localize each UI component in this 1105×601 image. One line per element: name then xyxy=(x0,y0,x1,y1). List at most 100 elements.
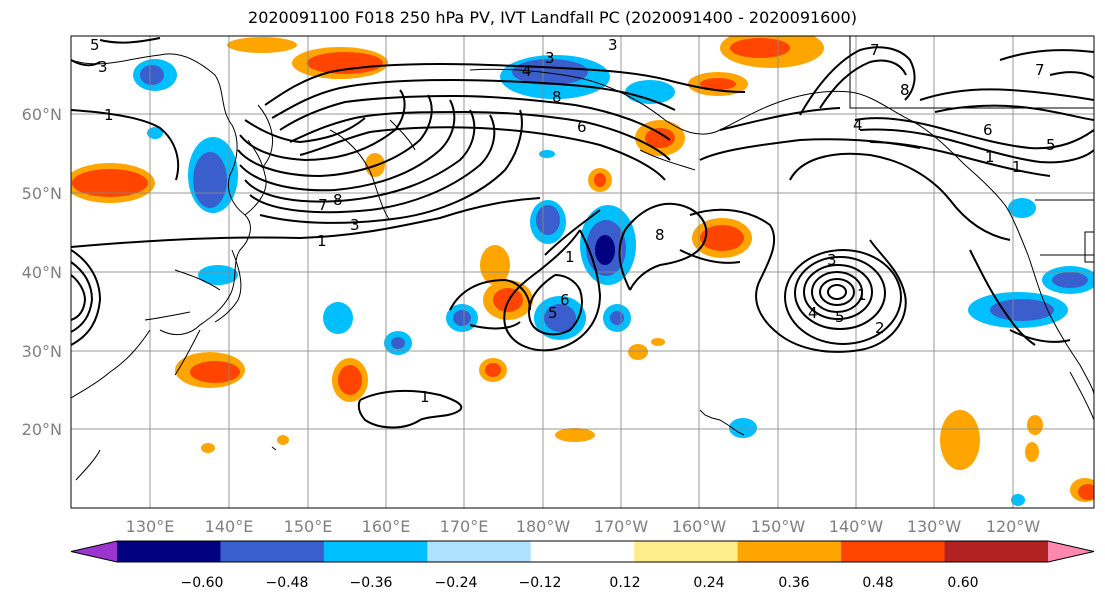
contour-label: 8 xyxy=(552,88,562,106)
contour-label: 3 xyxy=(827,251,837,269)
positive-anomaly-patch xyxy=(479,358,507,382)
contour-label: 1 xyxy=(317,232,327,250)
lat-tick-label: 60°N xyxy=(22,105,62,124)
contour-label: 7 xyxy=(1035,61,1045,79)
contour-label: 6 xyxy=(983,121,993,139)
contour-label: 8 xyxy=(333,191,343,209)
colorbar-segment xyxy=(323,541,428,562)
positive-anomaly-patch xyxy=(588,168,612,192)
colorbar-segment xyxy=(530,541,635,562)
graticule xyxy=(71,36,1094,508)
lat-tick-label: 50°N xyxy=(22,184,62,203)
colorbar-tick-label: −0.36 xyxy=(350,575,393,591)
colorbar-segment xyxy=(737,541,842,562)
latitude-ticks: 60°N 50°N 40°N 30°N 20°N xyxy=(22,105,62,439)
negative-anomaly-patch xyxy=(625,80,675,104)
contour-label: 3 xyxy=(350,216,360,234)
colorbar-tick-label: 0.48 xyxy=(862,575,893,591)
colorbar-tick-label: −0.48 xyxy=(266,575,309,591)
positive-anomaly-patch xyxy=(628,338,665,360)
colorbar xyxy=(70,540,1095,563)
contour-label: 3 xyxy=(98,58,108,76)
colorbar-extend-max xyxy=(1048,541,1094,562)
colorbar-tick-label: 0.60 xyxy=(947,575,978,591)
negative-anomaly-patch xyxy=(384,331,412,355)
colorbar-segment xyxy=(117,541,221,562)
colorbar-segment xyxy=(427,541,532,562)
positive-anomaly-patch xyxy=(720,36,824,68)
contour-label: 1 xyxy=(1012,158,1022,176)
colorbar-segment xyxy=(841,541,946,562)
pv-contours xyxy=(71,37,1094,429)
negative-anomaly-patch xyxy=(133,59,177,91)
colorbar-extend-min xyxy=(71,541,117,562)
contour-label: 7 xyxy=(870,41,880,59)
contour-label: 6 xyxy=(577,118,587,136)
lon-tick-label: 130°W xyxy=(907,517,962,536)
lon-tick-label: 150°E xyxy=(284,517,333,536)
colorbar-segment xyxy=(220,541,325,562)
negative-anomaly-patch xyxy=(530,200,566,244)
positive-anomaly-patch xyxy=(71,163,155,203)
colorbar-tick-label: 0.12 xyxy=(609,575,640,591)
negative-anomaly-patch xyxy=(968,292,1068,328)
contour-label: 6 xyxy=(560,291,570,309)
positive-anomaly-patch xyxy=(480,245,510,285)
contour-label: 4 xyxy=(853,116,863,134)
colorbar-tick-label: −0.60 xyxy=(181,575,224,591)
positive-anomaly-patch xyxy=(688,72,748,96)
lon-tick-label: 150°W xyxy=(751,517,806,536)
lat-tick-label: 30°N xyxy=(22,342,62,361)
positive-anomaly-patch xyxy=(1025,415,1043,462)
contour-label: 5 xyxy=(90,36,100,54)
colorbar-segment xyxy=(944,541,1049,562)
contour-label: 5 xyxy=(835,308,845,326)
contour-label: 4 xyxy=(808,304,818,322)
negative-anomaly-patch xyxy=(147,127,1025,506)
contour-label: 1 xyxy=(857,286,867,304)
map-frame xyxy=(70,35,1095,509)
negative-anomaly-patch xyxy=(323,302,353,334)
positive-anomaly-patch xyxy=(635,120,685,156)
contour-label: 1 xyxy=(420,388,430,406)
lat-tick-label: 40°N xyxy=(22,263,62,282)
lon-tick-label: 180°W xyxy=(516,517,571,536)
longitude-ticks: 130°E 140°E 150°E 160°E 170°E 180°W 170°… xyxy=(126,517,1041,536)
colorbar-segment xyxy=(634,541,739,562)
colorbar-labels: −0.60 −0.48 −0.36 −0.24 −0.12 0.12 0.24 … xyxy=(181,575,979,591)
positive-anomaly-patch xyxy=(940,410,980,470)
lon-tick-label: 160°W xyxy=(672,517,727,536)
positive-anomaly-patch xyxy=(1070,478,1094,502)
contour-label: 1 xyxy=(985,148,995,166)
negative-anomaly-patch xyxy=(198,265,238,285)
positive-anomaly-patch xyxy=(175,352,245,388)
lon-tick-label: 160°E xyxy=(362,517,411,536)
contour-label: 5 xyxy=(548,304,558,322)
contour-labels: 5 3 1 3 3 4 8 6 7 8 3 1 1 8 6 5 1 7 4 8 … xyxy=(90,36,1056,406)
contour-label: 1 xyxy=(565,248,575,266)
lon-tick-label: 140°E xyxy=(205,517,254,536)
positive-anomaly-patch xyxy=(555,428,595,442)
contour-label: 1 xyxy=(104,106,114,124)
contour-label: 8 xyxy=(655,226,665,244)
lat-tick-label: 20°N xyxy=(22,420,62,439)
positive-anomaly-patch xyxy=(692,218,752,258)
colorbar-tick-label: 0.36 xyxy=(778,575,809,591)
negative-anomaly-patch xyxy=(188,137,238,213)
positive-anomaly-patch xyxy=(292,47,388,79)
map-title: 2020091100 F018 250 hPa PV, IVT Landfall… xyxy=(248,8,857,27)
contour-label: 3 xyxy=(545,49,555,67)
contour-label: 3 xyxy=(608,36,618,54)
colorbar-tick-label: −0.12 xyxy=(519,575,562,591)
lon-tick-label: 130°E xyxy=(126,517,175,536)
lon-tick-label: 120°W xyxy=(986,517,1041,536)
lon-tick-label: 170°W xyxy=(594,517,649,536)
negative-anomaly-patch xyxy=(580,205,636,285)
contour-label: 4 xyxy=(522,62,532,80)
negative-anomaly-patch xyxy=(603,304,631,332)
negative-anomaly-patch xyxy=(1008,198,1036,218)
negative-anomaly-patch xyxy=(1042,266,1094,294)
lon-tick-label: 140°W xyxy=(829,517,884,536)
contour-label: 5 xyxy=(1046,136,1056,154)
